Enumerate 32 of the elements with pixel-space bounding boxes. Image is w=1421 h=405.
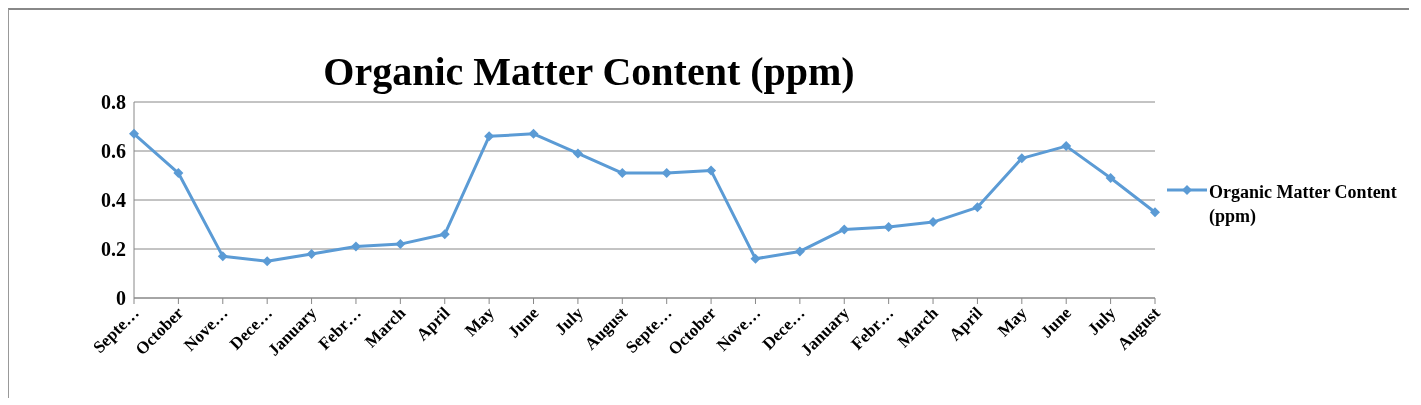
point: [306, 248, 317, 259]
point: [928, 217, 939, 228]
point: [350, 241, 361, 252]
point: [883, 221, 894, 232]
y-tick-label: 0.2: [101, 238, 126, 261]
legend-label: Organic Matter Content (ppm): [1209, 181, 1398, 228]
point: [439, 229, 450, 240]
point: [262, 256, 273, 267]
point: [839, 224, 850, 235]
x-tick-label: July: [551, 303, 588, 339]
point: [572, 148, 583, 159]
y-tick-label: 0: [116, 287, 126, 310]
point: [1150, 207, 1160, 218]
point: [706, 165, 717, 176]
y-tick-label: 0.6: [101, 140, 126, 163]
x-tick-label: July: [1083, 303, 1120, 339]
point: [1105, 172, 1116, 183]
y-tick-label: 0.4: [101, 189, 126, 212]
point: [1061, 141, 1072, 152]
chart-title: Organic Matter Content (ppm): [323, 49, 855, 94]
x-tick-label: June: [1036, 303, 1076, 342]
point: [395, 239, 406, 250]
point: [972, 202, 983, 213]
point: [217, 251, 228, 262]
point: [173, 168, 184, 179]
point: [528, 128, 539, 139]
point: [129, 128, 139, 139]
point: [794, 246, 805, 257]
y-tick-label: 0.8: [101, 91, 126, 114]
point: [750, 253, 761, 264]
point: [1016, 153, 1027, 164]
x-tick-label: May: [993, 303, 1032, 341]
